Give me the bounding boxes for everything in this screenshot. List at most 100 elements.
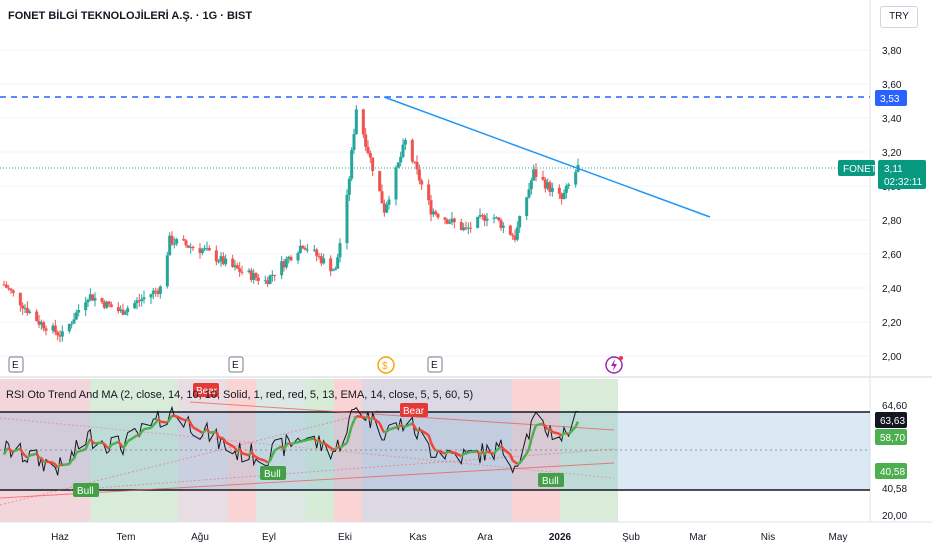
candle xyxy=(200,247,204,256)
candle-body xyxy=(268,275,272,284)
candle-body xyxy=(529,180,533,190)
price-tick: 3,80 xyxy=(882,46,902,57)
price-grid xyxy=(0,49,870,357)
time-tick: Ara xyxy=(477,532,493,543)
candle xyxy=(240,265,244,275)
candle-body xyxy=(515,227,519,240)
candle-body xyxy=(305,249,309,251)
trendline[interactable] xyxy=(383,96,711,218)
candle-body xyxy=(273,274,277,276)
earnings-marker-text: E xyxy=(232,360,239,371)
earnings-marker-text: E xyxy=(12,360,19,371)
candle xyxy=(18,292,22,312)
rsi-ma-segment xyxy=(185,417,189,422)
rsi-ma-segment xyxy=(238,448,244,454)
rsi-ma-segment xyxy=(447,450,450,454)
rsi-ma-segment xyxy=(45,460,54,465)
candle-body xyxy=(156,290,160,294)
time-tick: Eki xyxy=(338,532,352,543)
rsi-ma-segment xyxy=(356,415,364,419)
candle xyxy=(151,287,155,300)
time-tick: Kas xyxy=(409,532,426,543)
candle-body xyxy=(91,294,95,301)
candle xyxy=(11,289,15,297)
price-tick: 2,60 xyxy=(882,250,902,261)
candle xyxy=(534,163,538,182)
rsi-ma-segment xyxy=(84,442,90,450)
candle-body xyxy=(336,257,340,269)
candle-body xyxy=(574,172,578,185)
candle-body xyxy=(21,305,25,309)
candle xyxy=(378,170,382,192)
candle-body xyxy=(508,225,512,235)
candle-body xyxy=(184,240,188,246)
candle xyxy=(546,178,550,191)
candle-body xyxy=(382,203,386,213)
candle xyxy=(445,218,449,225)
candle-body xyxy=(203,248,207,250)
currency-selector[interactable]: TRY xyxy=(880,6,918,28)
candle-body xyxy=(443,217,447,220)
candle xyxy=(317,252,321,260)
event-markers[interactable]: E E $ E xyxy=(8,356,623,374)
rsi-ma-segment xyxy=(62,463,70,467)
rsi-ma-segment xyxy=(552,430,560,435)
candle-body xyxy=(100,298,104,303)
candle-body xyxy=(109,304,113,308)
candle-body xyxy=(67,323,71,332)
rsi-ma-segment xyxy=(502,447,512,456)
rsi-ma-segment xyxy=(143,426,152,431)
rsi-ma-segment xyxy=(548,427,554,433)
candle xyxy=(58,330,62,343)
rsi-ma-segment xyxy=(78,447,87,453)
candle xyxy=(380,184,384,204)
candle xyxy=(21,302,25,315)
candle xyxy=(116,302,120,314)
candle xyxy=(44,325,48,336)
candle-body xyxy=(238,268,242,272)
candle-body xyxy=(9,288,13,291)
candle-body xyxy=(105,301,109,308)
candle-body xyxy=(88,294,92,300)
rsi-ma-segment xyxy=(453,451,462,458)
candle-body xyxy=(233,265,237,268)
rsi-ma-segment xyxy=(176,415,185,422)
candle xyxy=(385,201,389,214)
candle xyxy=(478,208,482,219)
rsi-ma-segment xyxy=(467,450,472,454)
rsi-ma-segment xyxy=(411,422,416,428)
candle-body xyxy=(550,187,554,192)
rsi-ma-segment xyxy=(495,447,500,452)
rsi-ma-segment xyxy=(40,457,45,463)
indicator-title[interactable]: RSI Oto Trend And MA (2, close, 14, 10, … xyxy=(6,389,473,401)
candle-body xyxy=(133,303,137,309)
candle-body xyxy=(469,227,473,229)
candle-body xyxy=(186,245,190,248)
candle-body xyxy=(39,322,43,325)
rsi-ma-segment xyxy=(157,418,162,423)
rsi-ma-segment xyxy=(352,415,358,422)
rsi-ma-segment xyxy=(565,432,570,436)
rsi-ma-segment xyxy=(383,430,388,434)
candle-body xyxy=(116,307,120,312)
candle xyxy=(499,218,503,231)
rsi-ma-segment xyxy=(288,441,292,446)
candle xyxy=(371,157,375,177)
rsi-ma-segment xyxy=(103,442,108,448)
candle-body xyxy=(221,256,225,265)
candle xyxy=(347,176,351,202)
rsi-ma-segment xyxy=(220,436,224,440)
rsi-ma-segment xyxy=(378,422,384,430)
candle-body xyxy=(165,255,169,287)
candle xyxy=(88,288,92,302)
rsi-ma-segment xyxy=(110,440,119,447)
candle-body xyxy=(317,255,321,257)
candle xyxy=(336,253,340,269)
candle-body xyxy=(44,328,48,331)
rsi-ma-segment xyxy=(413,426,419,432)
candle-body xyxy=(492,217,496,219)
rsi-ma-segment xyxy=(75,450,80,454)
rsi-ma-segment xyxy=(264,459,269,464)
rsi-ma-segment xyxy=(492,449,498,455)
